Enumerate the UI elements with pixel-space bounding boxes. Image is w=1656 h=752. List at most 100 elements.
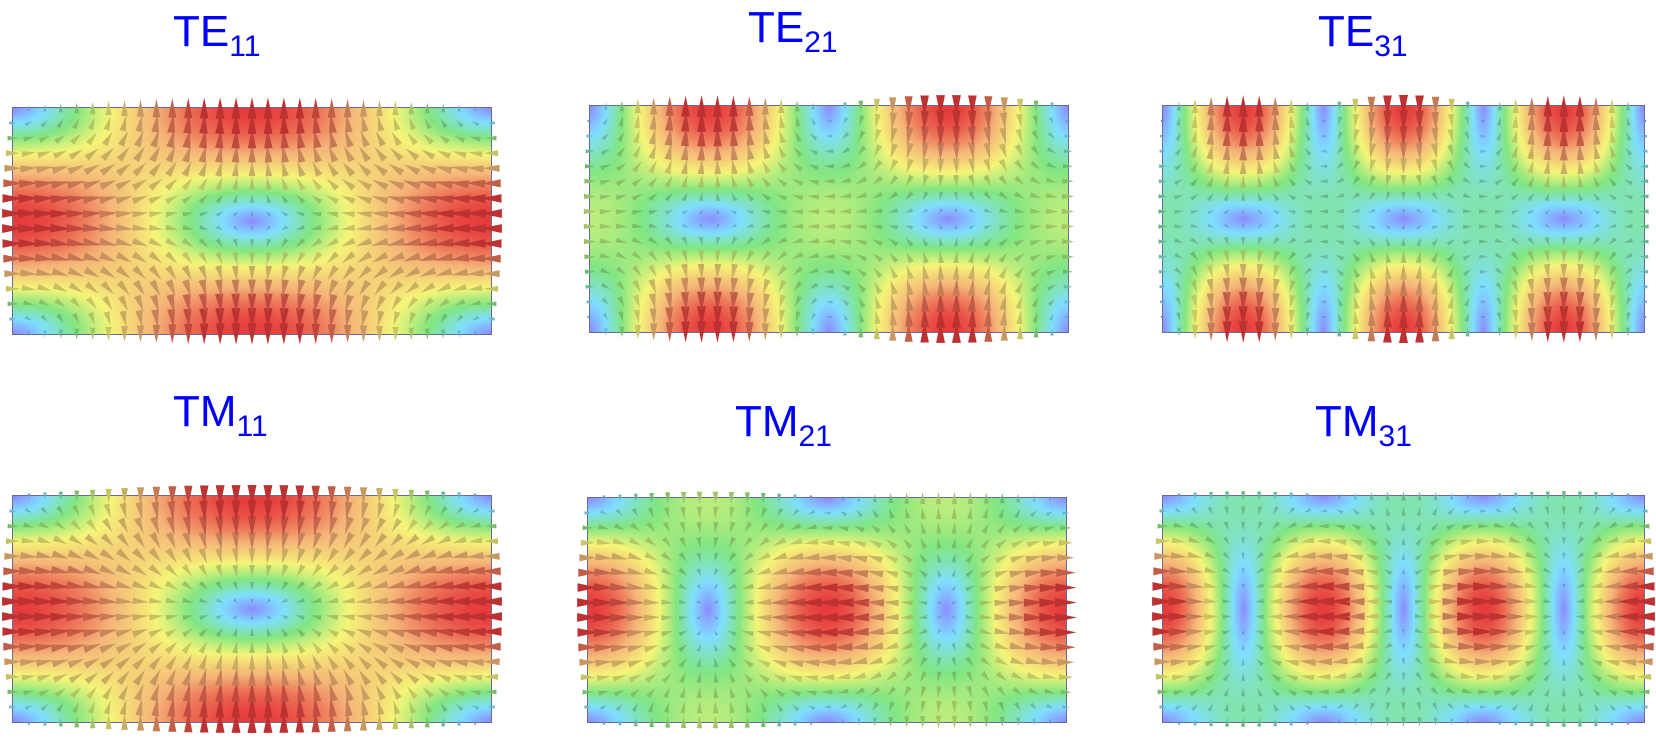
field-vector-arrow <box>1185 613 1205 621</box>
field-vector-arrow <box>66 195 87 204</box>
field-vector-arrow <box>115 179 132 191</box>
field-vector-arrow <box>1030 145 1040 156</box>
field-vector-arrow <box>198 682 207 703</box>
field-vector-arrow <box>1527 322 1536 342</box>
field-vector-arrow <box>1544 192 1550 202</box>
field-vector-arrow <box>232 194 238 204</box>
field-vector-arrow <box>1589 566 1603 573</box>
field-vector-arrow <box>904 96 913 116</box>
field-vector-arrow <box>231 144 240 163</box>
field-vector-arrow <box>1543 306 1552 328</box>
field-vector-arrow <box>1415 522 1422 532</box>
field-vector-arrow <box>643 598 660 606</box>
field-vector-arrow <box>1063 269 1073 274</box>
field-vector-arrow <box>355 614 372 621</box>
field-vector-arrow <box>375 295 386 311</box>
field-vector-arrow <box>1015 128 1023 143</box>
field-vector-arrow <box>771 645 788 653</box>
field-vector-arrow <box>74 716 80 728</box>
field-vector-arrow <box>599 209 613 215</box>
field-vector-arrow <box>184 323 193 345</box>
field-vector-arrow <box>951 110 961 132</box>
field-vector-arrow <box>231 265 239 282</box>
field-vector-arrow <box>168 324 177 344</box>
field-vector-arrow <box>377 115 385 132</box>
field-vector-arrow <box>1318 224 1328 229</box>
field-vector-arrow <box>793 718 797 726</box>
field-vector-arrow <box>745 322 754 342</box>
field-vector-arrow <box>487 317 495 321</box>
field-vector-arrow <box>632 145 641 159</box>
field-vector-arrow <box>436 535 452 545</box>
field-vector-arrow <box>422 687 434 699</box>
field-vector-arrow <box>633 129 640 144</box>
field-vector-arrow <box>936 125 945 147</box>
field-vector-arrow <box>936 110 946 132</box>
field-vector-arrow <box>1463 283 1471 292</box>
field-vector-arrow <box>1414 628 1424 633</box>
field-vector-arrow <box>280 681 289 703</box>
field-vector-arrow <box>954 208 958 214</box>
field-vector-arrow <box>1526 521 1536 530</box>
field-vector-arrow <box>371 613 389 621</box>
field-vector-arrow <box>231 515 240 537</box>
field-vector-arrow <box>770 629 789 638</box>
field-vector-arrow <box>432 209 454 219</box>
field-vector-arrow <box>742 552 754 562</box>
field-vector-arrow <box>1306 312 1311 322</box>
field-vector-arrow <box>1332 539 1347 546</box>
field-vector-arrow <box>198 177 208 191</box>
field-vector-arrow <box>387 564 405 575</box>
field-vector-arrow <box>198 531 207 550</box>
field-vector-arrow <box>355 211 372 218</box>
field-vector-arrow <box>450 268 469 276</box>
field-vector-arrow <box>480 209 502 218</box>
field-vector-arrow <box>743 536 754 548</box>
field-vector-arrow <box>839 703 847 709</box>
field-vector-arrow <box>857 282 867 293</box>
field-vector-arrow <box>343 98 352 118</box>
field-vector-arrow <box>1353 718 1358 726</box>
field-vector-arrow <box>696 552 701 563</box>
field-vector-arrow <box>716 192 721 202</box>
field-vector-arrow <box>70 687 82 699</box>
field-vector-arrow <box>297 654 306 671</box>
field-vector-arrow <box>951 628 957 636</box>
field-vector-arrow <box>456 120 464 128</box>
field-vector-arrow <box>755 614 772 622</box>
field-vector-arrow <box>263 500 273 522</box>
field-vector-arrow <box>727 644 737 653</box>
field-vector-arrow <box>584 178 596 184</box>
field-vector-arrow <box>697 306 706 328</box>
field-vector-arrow <box>1273 159 1280 174</box>
field-vector-arrow <box>983 237 992 247</box>
field-vector-arrow <box>1384 671 1392 681</box>
field-vector-arrow <box>148 224 164 231</box>
title-tm31: TM31 <box>1315 397 1412 453</box>
field-vector-arrow <box>1046 703 1054 709</box>
field-vector-arrow <box>1369 279 1377 296</box>
field-vector-arrow <box>1399 142 1408 161</box>
field-vector-arrow <box>1014 159 1024 172</box>
field-vector-arrow <box>788 538 803 545</box>
field-vector-arrow <box>967 492 974 504</box>
field-vector-arrow <box>1225 491 1230 501</box>
field-vector-arrow <box>1224 702 1229 712</box>
field-vector-arrow <box>713 671 719 683</box>
field-vector-arrow <box>823 193 835 200</box>
field-vector-arrow <box>599 194 612 200</box>
field-vector-arrow <box>1222 567 1231 574</box>
field-vector-arrow <box>371 237 389 246</box>
field-vector-arrow <box>1415 671 1423 681</box>
field-vector-arrow <box>1476 673 1491 680</box>
field-vector-arrow <box>1239 158 1247 175</box>
field-vector-arrow <box>1206 521 1215 530</box>
field-vector-arrow <box>1430 158 1438 173</box>
field-vector-arrow <box>325 614 339 621</box>
field-vector-arrow <box>807 509 816 515</box>
field-vector-arrow <box>344 516 354 535</box>
field-vector-arrow <box>1479 164 1488 169</box>
field-vector-arrow <box>311 97 320 119</box>
field-vector-arrow <box>1257 209 1263 215</box>
field-vector-arrow <box>646 687 656 699</box>
